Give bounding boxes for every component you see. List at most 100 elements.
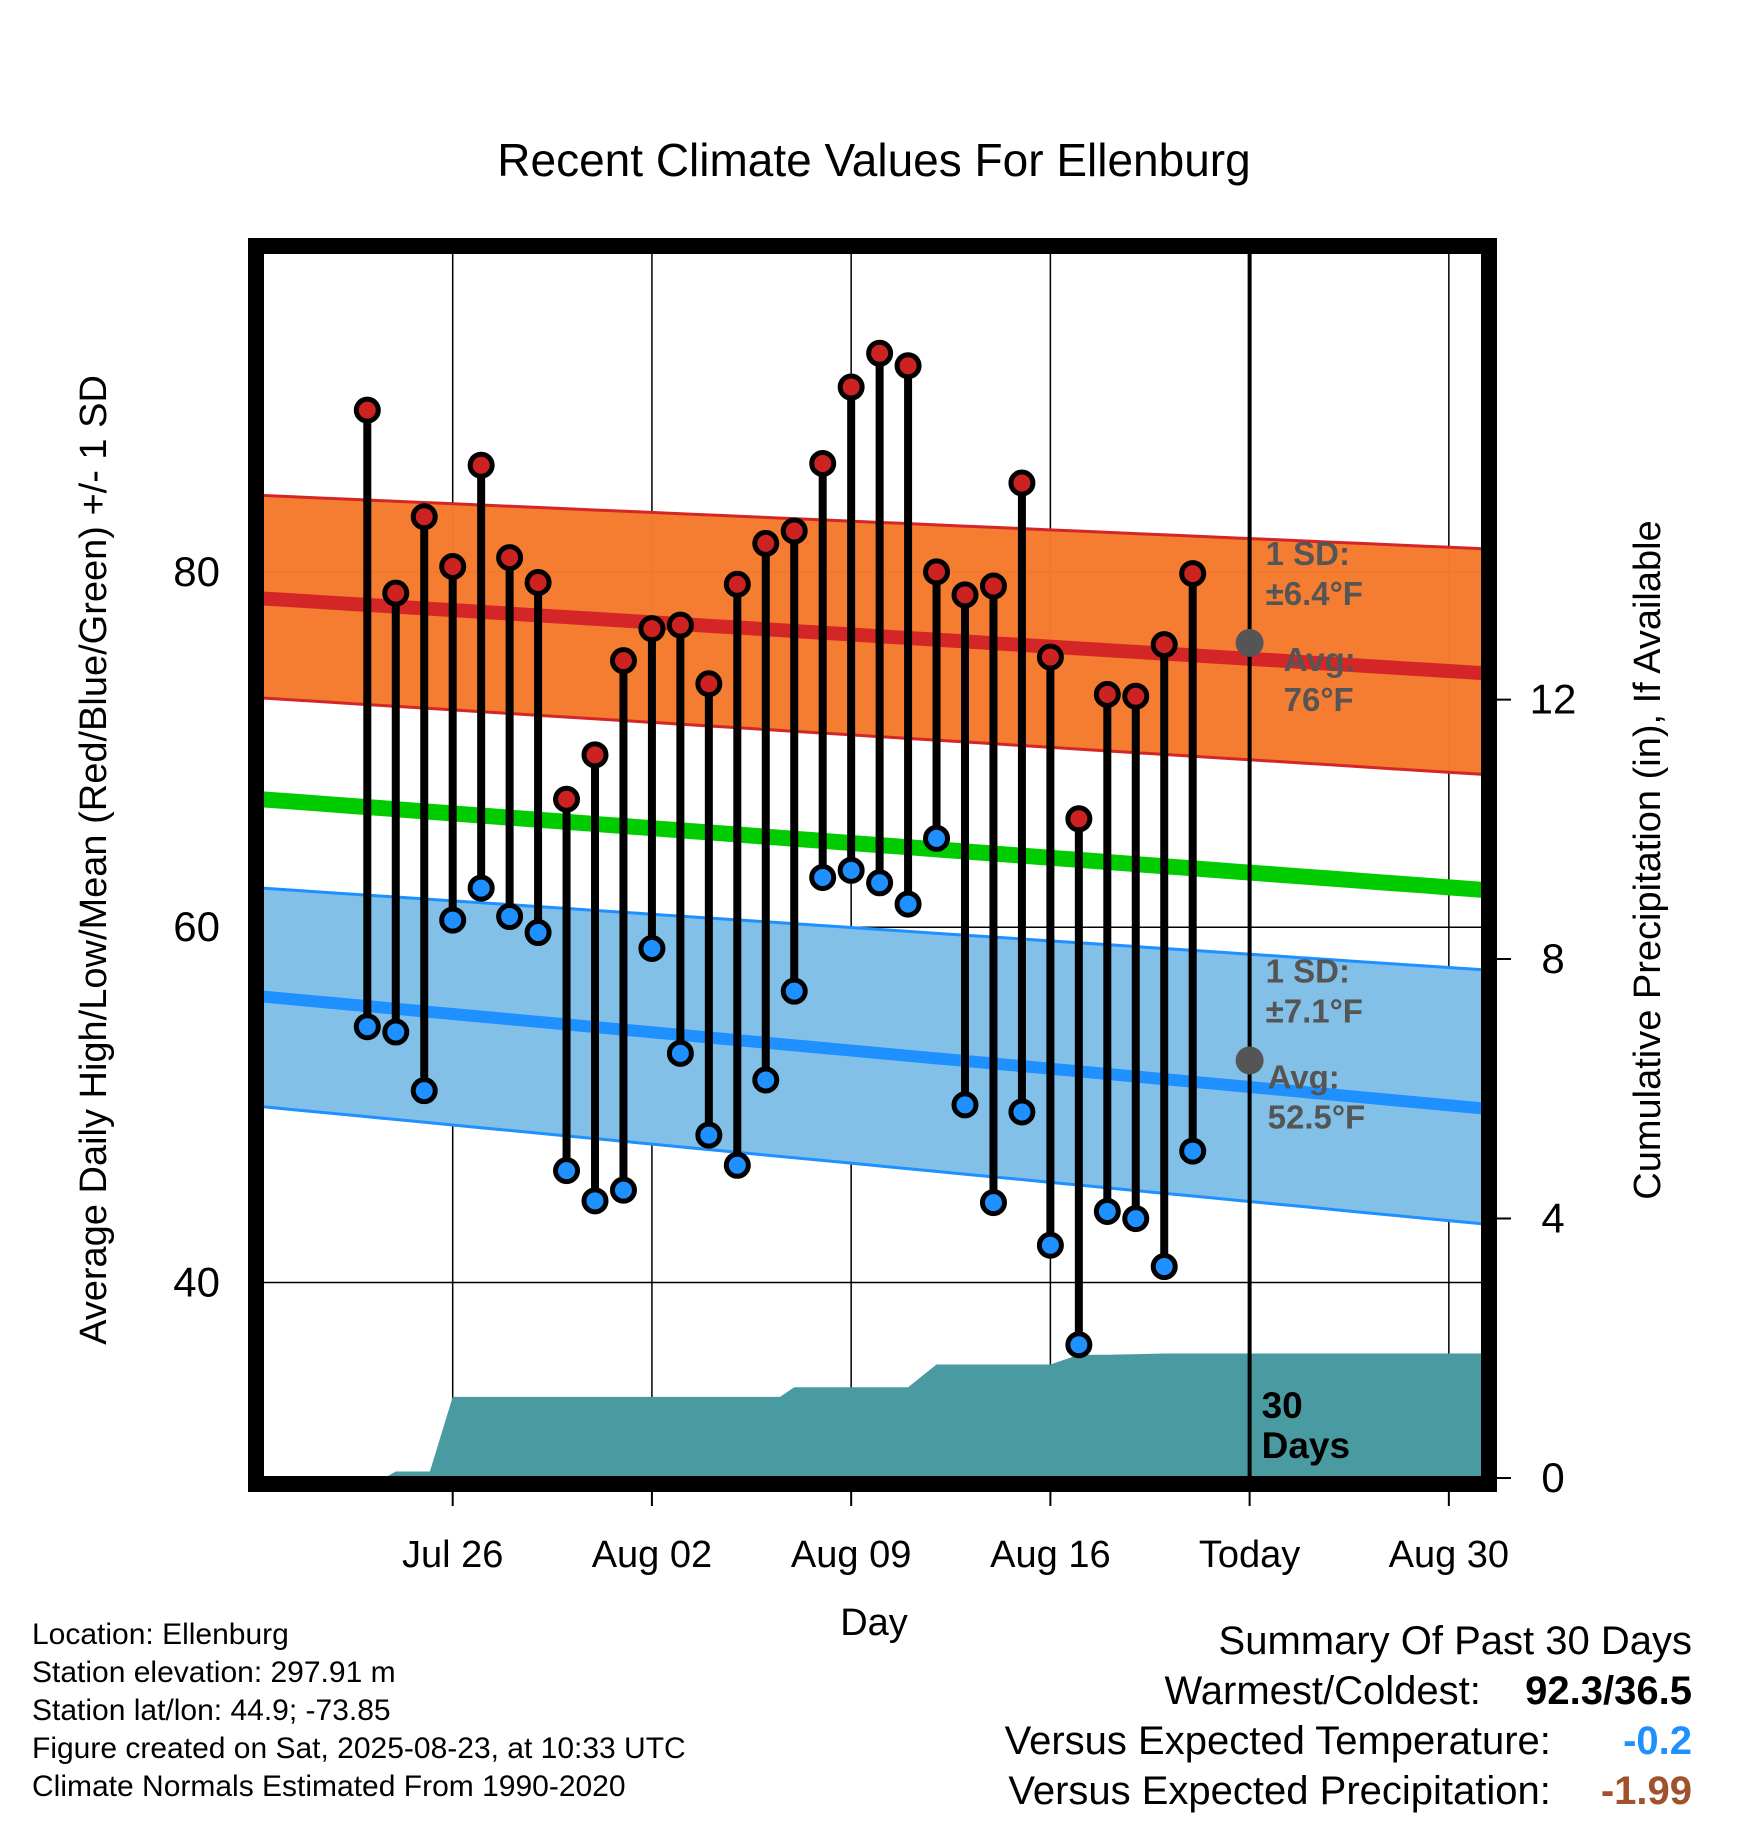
daily-low-point — [496, 903, 524, 931]
daily-high-point — [666, 611, 694, 639]
low-avg-label: Avg: — [1268, 1058, 1340, 1095]
y-axis-title: Average Daily High/Low/Mean (Red/Blue/Gr… — [73, 375, 115, 1345]
daily-high-point — [382, 579, 410, 607]
daily-high-point — [1122, 682, 1150, 710]
daily-low-point — [951, 1091, 979, 1119]
elevation-text: Station elevation: 297.91 m — [32, 1656, 396, 1689]
daily-high-point — [609, 647, 637, 675]
daily-low-point — [809, 863, 837, 891]
daily-high-point — [1065, 805, 1093, 833]
daily-low-point — [609, 1176, 637, 1204]
latlon-text: Station lat/lon: 44.9; -73.85 — [32, 1694, 391, 1727]
daily-high-point — [752, 529, 780, 557]
normals-text: Climate Normals Estimated From 1990-2020 — [32, 1770, 626, 1803]
daily-low-point — [837, 856, 865, 884]
daily-low-point — [467, 874, 495, 902]
warm-cold-value: 92.3/36.5 — [1525, 1669, 1692, 1713]
high-avg-marker — [1235, 628, 1264, 657]
x-tick-label: Aug 16 — [990, 1534, 1110, 1576]
daily-low-point — [1150, 1253, 1178, 1281]
low-sd-label: 1 SD: — [1266, 952, 1350, 989]
plot-frame — [248, 238, 1497, 1492]
daily-low-point — [894, 890, 922, 918]
x-tick-label: Aug 02 — [592, 1534, 712, 1576]
daily-low-point — [866, 869, 894, 897]
y2-axis-title: Cumulative Precipitation (in), If Availa… — [1627, 520, 1669, 1199]
daily-low-point — [382, 1018, 410, 1046]
x-axis-title: Day — [840, 1602, 908, 1644]
station-info: Location: Ellenburg Station elevation: 2… — [32, 1616, 686, 1806]
chart-title: Recent Climate Values For Ellenburg — [497, 134, 1250, 186]
daily-high-point — [695, 670, 723, 698]
daily-low-point — [638, 935, 666, 963]
created-text: Figure created on Sat, 2025-08-23, at 10… — [32, 1732, 686, 1765]
normal-low-line — [262, 990, 1483, 1115]
daily-low-point — [581, 1187, 609, 1215]
daily-high-point — [1036, 643, 1064, 671]
axes: 40 60 80 0 4 8 12 Jul 26 Aug 02 Aug 09 Aug 16 Today… — [173, 238, 1577, 1576]
low-sd-value: ±7.1°F — [1266, 992, 1363, 1029]
daily-low-point — [923, 824, 951, 852]
daily-high-point — [780, 517, 808, 545]
y2-tick-label: 0 — [1541, 1454, 1564, 1501]
daily-high-point — [638, 615, 666, 643]
normal-high-line — [262, 591, 1483, 681]
normal-mean-line — [262, 791, 1483, 898]
daily-high-point — [979, 572, 1007, 600]
y-tick-label: 40 — [173, 1259, 220, 1306]
daily-high-point — [837, 373, 865, 401]
x-tick-label: Aug 30 — [1389, 1534, 1509, 1576]
precip-anomaly-value: -1.99 — [1600, 1769, 1692, 1813]
x-tick-label: Aug 09 — [791, 1534, 911, 1576]
y2-tick-label: 12 — [1530, 676, 1577, 723]
daily-high-point — [723, 570, 751, 598]
daily-high-point — [467, 451, 495, 479]
daily-high-point — [524, 568, 552, 596]
daily-high-point — [866, 339, 894, 367]
daily-high-point — [410, 503, 438, 531]
daily-high-point — [1179, 560, 1207, 588]
daily-high-point — [951, 581, 979, 609]
daily-high-point — [894, 352, 922, 380]
x-tick-label: Today — [1199, 1534, 1300, 1576]
precip-area — [262, 1353, 1483, 1478]
summary-panel: Summary Of Past 30 Days Warmest/Coldest:… — [1005, 1616, 1692, 1816]
daily-high-point — [1008, 469, 1036, 497]
daily-low-point — [553, 1157, 581, 1185]
daily-low-point — [1036, 1231, 1064, 1259]
daily-high-point — [923, 558, 951, 586]
summary-title: Summary Of Past 30 Days — [1218, 1619, 1692, 1663]
daily-high-point — [553, 785, 581, 813]
daily-low-point — [666, 1039, 694, 1067]
high-avg-label: Avg: — [1284, 641, 1356, 678]
high-sd-value: ±6.4°F — [1266, 575, 1363, 612]
daily-low-point — [1093, 1197, 1121, 1225]
daily-low-point — [1122, 1205, 1150, 1233]
daily-low-point — [695, 1121, 723, 1149]
daily-low-point — [752, 1066, 780, 1094]
low-avg-marker — [1235, 1046, 1264, 1075]
daily-high-point — [496, 544, 524, 572]
summary-precip: Versus Expected Precipitation: -1.99 — [1005, 1766, 1692, 1816]
daily-high-point — [439, 552, 467, 580]
daily-high-point — [353, 396, 381, 424]
daily-low-point — [353, 1013, 381, 1041]
daily-high-point — [581, 741, 609, 769]
location-text: Location: Ellenburg — [32, 1618, 289, 1651]
y-tick-label: 60 — [173, 903, 220, 950]
y-tick-label: 80 — [173, 548, 220, 595]
high-avg-value: 76°F — [1284, 681, 1354, 718]
window-label-number: 30 — [1262, 1385, 1303, 1426]
temp-anomaly-value: -0.2 — [1623, 1719, 1692, 1763]
high-sd-label: 1 SD: — [1266, 535, 1350, 572]
precip-anomaly-label: Versus Expected Precipitation: — [1008, 1769, 1551, 1813]
temp-anomaly-label: Versus Expected Temperature: — [1004, 1719, 1551, 1763]
daily-low-point — [439, 906, 467, 934]
daily-low-point — [1065, 1331, 1093, 1359]
daily-high-point — [1150, 631, 1178, 659]
summary-temp: Versus Expected Temperature: -0.2 — [1005, 1716, 1692, 1766]
daily-low-point — [1008, 1098, 1036, 1126]
daily-low-point — [780, 977, 808, 1005]
window-label-text: Days — [1262, 1425, 1350, 1466]
